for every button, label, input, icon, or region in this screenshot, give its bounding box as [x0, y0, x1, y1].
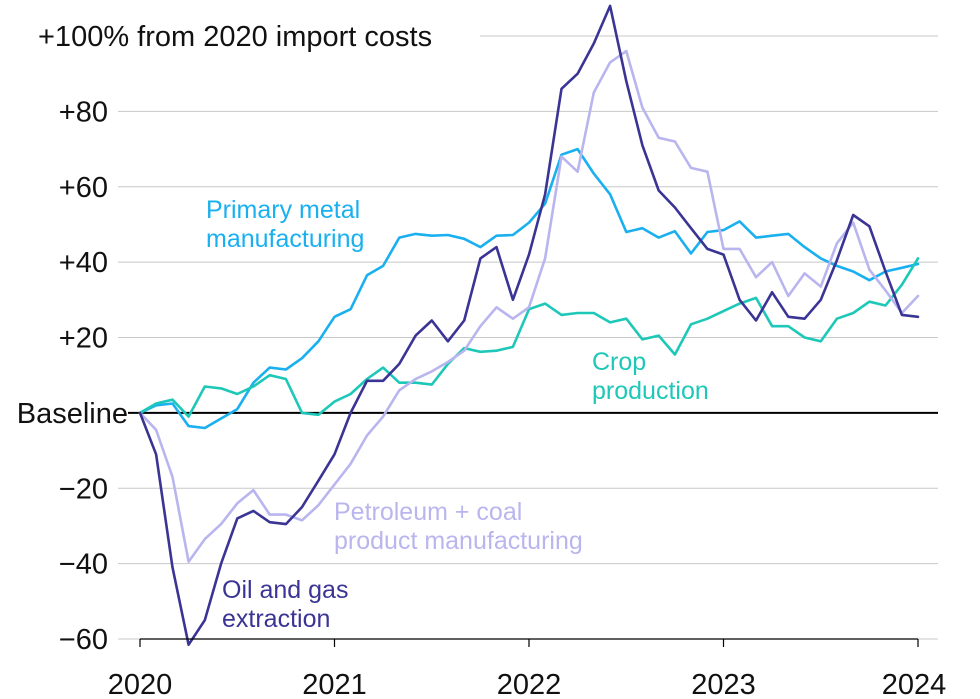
x-tick-label: 2020 — [108, 669, 173, 699]
y-tick-label: +40 — [59, 247, 108, 279]
series-label-oil-and-gas-extraction: Oil and gas — [222, 576, 348, 604]
series-label-oil-and-gas-extraction: extraction — [222, 605, 330, 633]
axes: +100% from 2020 import costs +80 +60 +40 +20… — [17, 21, 947, 699]
y-tick-label: −60 — [59, 624, 108, 656]
series-label-crop-production: production — [592, 377, 709, 405]
series-label-crop-production: Crop — [592, 348, 646, 376]
y-tick-label: −40 — [59, 549, 108, 581]
y-tick-label: +80 — [59, 96, 108, 128]
series-label-petroleum-coal-product-manufacturing: Petroleum + coal — [334, 498, 522, 526]
x-tick-label: 2024 — [882, 669, 947, 699]
series-label-petroleum-coal-product-manufacturing: product manufacturing — [334, 527, 583, 555]
x-tick-label: 2023 — [691, 669, 756, 699]
series-line-crop-production — [138, 257, 920, 418]
y-tick-label-baseline: Baseline — [17, 398, 128, 430]
y-tick-label: +100% from 2020 import costs — [38, 21, 432, 53]
y-tick-label: −20 — [59, 473, 108, 505]
series-lines — [138, 4, 920, 647]
series-line-primary-metal-manufacturing — [138, 147, 920, 430]
x-tick-label: 2021 — [302, 669, 367, 699]
series-line-oil-and-gas-extraction — [138, 4, 920, 647]
y-tick-label: +20 — [59, 323, 108, 355]
x-tick-label: 2022 — [497, 669, 562, 699]
series-label-primary-metal-manufacturing: manufacturing — [206, 225, 364, 253]
y-tick-label: +60 — [59, 172, 108, 204]
series-line-petroleum-coal-product-manufacturing — [138, 49, 920, 564]
series-label-primary-metal-manufacturing: Primary metal — [206, 196, 360, 224]
